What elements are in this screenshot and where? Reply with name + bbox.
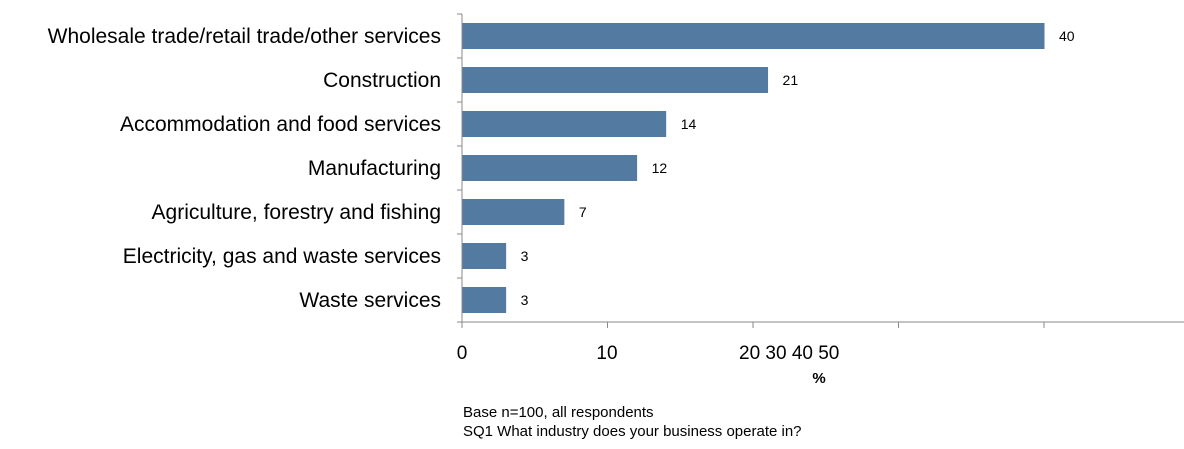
value-label-0: 40	[1059, 28, 1075, 44]
value-labels-group: 40 21 14 12 7 3 3	[521, 28, 1075, 308]
bar-6	[462, 287, 507, 313]
x-ticks-group	[461, 322, 1045, 328]
x-tick-label-0: 0	[457, 343, 468, 364]
bar-5	[462, 243, 507, 269]
bar-2	[462, 111, 667, 137]
value-label-4: 7	[579, 204, 587, 220]
value-label-2: 14	[681, 116, 697, 132]
category-label-1: Construction	[323, 69, 441, 92]
category-label-3: Manufacturing	[308, 157, 441, 180]
category-labels-group: Wholesale trade/retail trade/other servi…	[48, 25, 441, 312]
bar-3	[462, 155, 638, 181]
axes-group	[461, 14, 1184, 323]
category-label-6: Waste services	[299, 289, 441, 312]
category-label-5: Electricity, gas and waste services	[123, 245, 441, 268]
value-label-1: 21	[783, 72, 799, 88]
x-tick-labels-group: 0 10 20 30 40 50	[457, 343, 840, 364]
bar-0	[462, 23, 1045, 49]
bar-4	[462, 199, 565, 225]
bars-group	[462, 23, 1045, 313]
value-label-5: 3	[521, 248, 529, 264]
x-tick-label-10: 10	[596, 343, 617, 364]
base-note: Base n=100, all respondents	[463, 404, 654, 421]
x-axis-title: %	[812, 370, 825, 387]
x-tick-label-cluster: 20 30 40 50	[739, 343, 839, 364]
category-label-2: Accommodation and food services	[120, 113, 441, 136]
category-label-4: Agriculture, forestry and fishing	[152, 201, 441, 224]
bar-1	[462, 67, 769, 93]
value-label-6: 3	[521, 292, 529, 308]
y-ticks-group	[457, 13, 462, 323]
question-note: SQ1 What industry does your business ope…	[463, 423, 802, 440]
category-label-0: Wholesale trade/retail trade/other servi…	[48, 25, 441, 48]
value-label-3: 12	[652, 160, 668, 176]
